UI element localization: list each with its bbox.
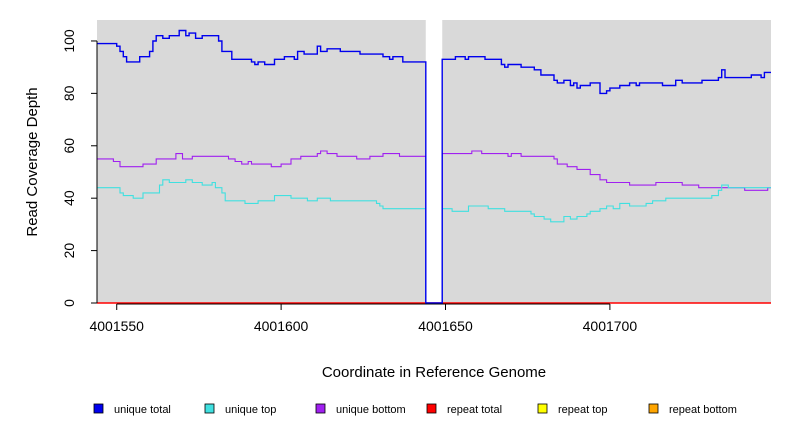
axis-layer: 0 20 40 60 80 100 4001550 4001600 4001650 4001700 — [61, 29, 637, 334]
legend-swatch-unique-total — [93, 403, 104, 414]
y-axis-title: Read Coverage Depth — [24, 87, 41, 236]
legend-label-repeat-total: repeat total — [447, 404, 502, 416]
y-tick-label: 100 — [61, 29, 77, 53]
legend-label-unique-bottom: unique bottom — [336, 404, 406, 416]
series-line-unique-total — [97, 29, 771, 304]
x-tick-label: 4001600 — [254, 318, 309, 334]
legend-swatch-repeat-top — [537, 403, 548, 414]
legend-label-repeat-bottom: repeat bottom — [669, 404, 737, 416]
gap-region — [425, 20, 443, 303]
y-tick-label: 40 — [61, 190, 77, 206]
legend: unique total unique top unique bottom repea… — [93, 403, 737, 416]
y-tick-label: 80 — [61, 85, 77, 101]
legend-label-unique-total: unique total — [114, 404, 171, 416]
x-tick-label: 4001550 — [89, 318, 144, 334]
legend-label-unique-top: unique top — [225, 404, 276, 416]
x-tick-label: 4001700 — [583, 318, 638, 334]
y-tick-label: 0 — [61, 299, 77, 307]
series-line-unique-top — [97, 179, 771, 304]
x-tick-label: 4001650 — [418, 318, 473, 334]
y-tick-label: 60 — [61, 138, 77, 154]
legend-label-repeat-top: repeat top — [558, 404, 608, 416]
legend-swatch-unique-top — [204, 403, 215, 414]
y-tick-label: 20 — [61, 243, 77, 259]
legend-swatch-repeat-bottom — [648, 403, 659, 414]
legend-swatch-repeat-total — [426, 403, 437, 414]
series-layer — [97, 29, 771, 304]
x-axis-title: Coordinate in Reference Genome — [322, 364, 546, 381]
legend-swatch-unique-bottom — [315, 403, 326, 414]
